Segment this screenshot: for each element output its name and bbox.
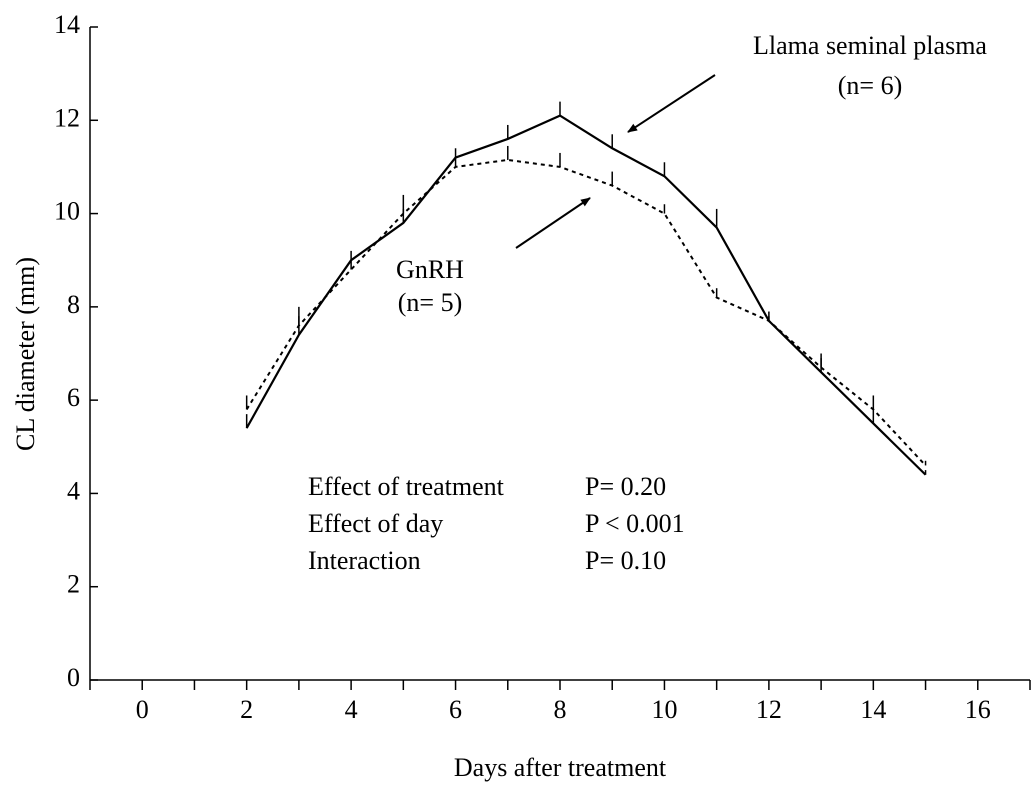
arrow [515, 197, 591, 249]
x-tick-label: 0 [136, 695, 149, 724]
arrow [627, 74, 716, 133]
series-line [245, 114, 927, 476]
series-n-label: (n= 5) [398, 288, 462, 317]
y-tick-label: 14 [54, 10, 80, 39]
stat-value: P= 0.10 [585, 546, 666, 575]
stat-value: P= 0.20 [585, 472, 666, 501]
y-tick-label: 12 [54, 103, 80, 132]
y-tick-label: 4 [67, 476, 80, 505]
y-tick-label: 0 [67, 663, 80, 692]
x-tick-label: 12 [756, 695, 782, 724]
stat-label: Interaction [308, 546, 421, 575]
x-tick-label: 16 [965, 695, 991, 724]
x-tick-label: 8 [554, 695, 567, 724]
stat-label: Effect of treatment [308, 472, 505, 501]
y-tick-label: 2 [67, 570, 80, 599]
x-tick-label: 4 [345, 695, 358, 724]
y-tick-label: 8 [67, 290, 80, 319]
series-label: Llama seminal plasma [753, 31, 987, 60]
x-tick-label: 2 [240, 695, 253, 724]
x-tick-label: 6 [449, 695, 462, 724]
series-label: GnRH [396, 255, 464, 284]
stat-label: Effect of day [308, 509, 443, 538]
y-tick-label: 6 [67, 383, 80, 412]
y-tick-label: 10 [54, 197, 80, 226]
x-tick-label: 14 [860, 695, 886, 724]
series-n-label: (n= 6) [838, 71, 902, 100]
x-axis-label: Days after treatment [454, 753, 667, 782]
series-line [245, 158, 927, 467]
x-tick-label: 10 [651, 695, 677, 724]
stat-value: P < 0.001 [585, 509, 685, 538]
y-axis-label: CL diameter (mm) [11, 257, 40, 451]
